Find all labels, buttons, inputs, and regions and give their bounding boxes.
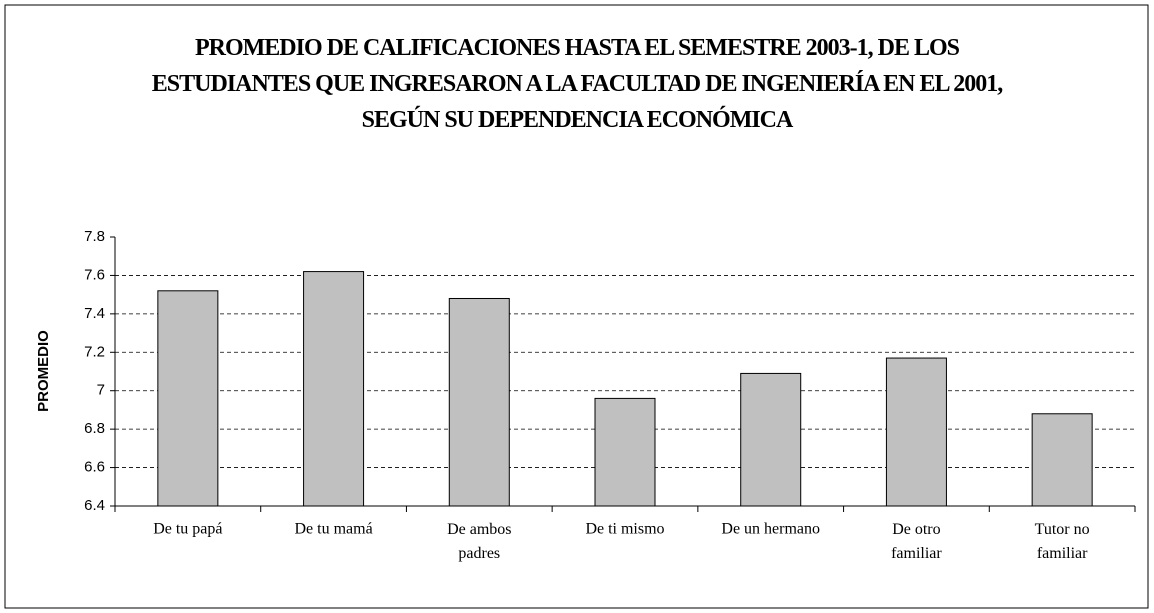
bar bbox=[448, 297, 510, 507]
y-tick-label: 6.8 bbox=[84, 420, 105, 437]
frame bbox=[4, 4, 1149, 609]
x-tick-label: De ambos padres bbox=[447, 521, 511, 562]
chart-title: PROMEDIO DE CALIFICACIONES HASTA EL SEME… bbox=[151, 35, 1003, 133]
x-tick-label: De tu mamá bbox=[294, 521, 372, 538]
x-tick-label: Tutor no familiar bbox=[1035, 521, 1090, 562]
x-tick-label: De tu papá bbox=[153, 521, 222, 538]
y-tick-label: 7.8 bbox=[84, 228, 105, 245]
bar bbox=[1031, 413, 1093, 507]
y-tick-label: 7.6 bbox=[84, 266, 105, 283]
x-tick-label: De un hermano bbox=[721, 521, 820, 538]
bar bbox=[157, 290, 219, 507]
bar bbox=[885, 357, 947, 507]
y-tick-label: 7 bbox=[97, 382, 105, 399]
y-tick-label: 7.2 bbox=[84, 343, 105, 360]
x-tick-label: De ti mismo bbox=[585, 521, 664, 538]
bar bbox=[594, 397, 656, 507]
y-tick-label: 7.4 bbox=[84, 305, 105, 322]
bar bbox=[303, 271, 365, 507]
x-tick-label: De otro familiar bbox=[891, 521, 942, 562]
y-axis-label: PROMEDIO bbox=[35, 330, 52, 412]
y-tick-label: 6.4 bbox=[84, 497, 105, 514]
bar bbox=[740, 372, 802, 507]
y-tick-label: 6.6 bbox=[84, 459, 105, 476]
